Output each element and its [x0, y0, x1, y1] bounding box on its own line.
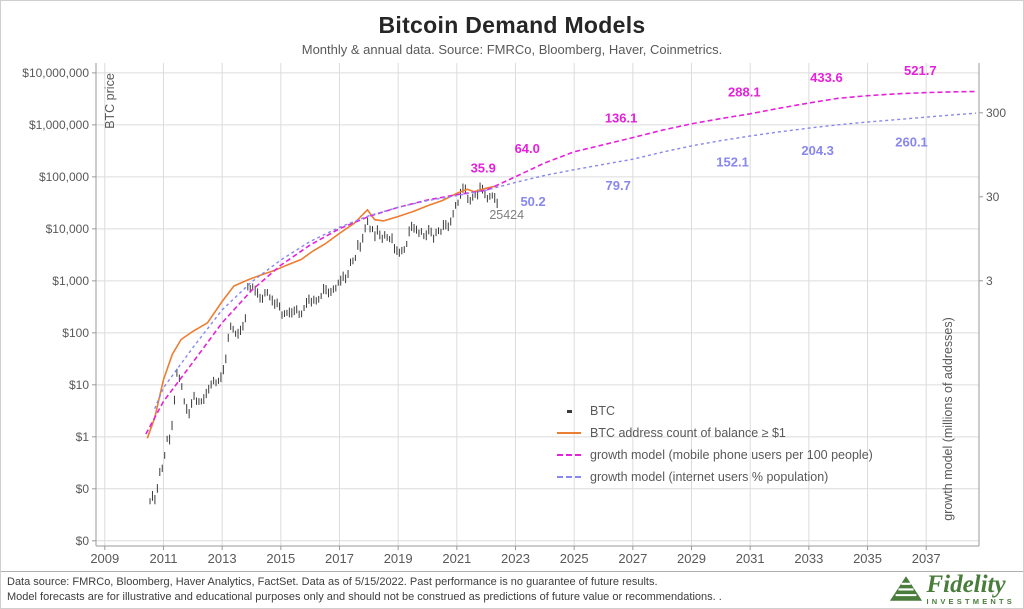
left-axis-tick-label: $0	[76, 534, 90, 548]
right-axis-title: growth model (millions of addresses)	[941, 317, 955, 521]
legend-item-btc: BTC	[557, 400, 873, 422]
fidelity-name: Fidelity	[926, 570, 1006, 598]
btc-price-annotation: 25424	[489, 208, 524, 222]
left-axis-tick-label: $10,000,000	[22, 66, 89, 80]
x-axis-tick-label: 2017	[325, 551, 354, 566]
model-value-label: 35.9	[471, 161, 496, 176]
internet-model-marker-icon	[557, 476, 581, 478]
left-axis-tick-label: $1	[76, 430, 90, 444]
right-axis-tick-label: 3	[986, 274, 993, 288]
right-axis-tick-label: 30	[986, 190, 1000, 204]
model-value-label: 136.1	[605, 110, 638, 125]
left-axis-tick-label: $1,000	[52, 274, 89, 288]
x-axis-tick-label: 2019	[384, 551, 413, 566]
legend-label-internet-model: growth model (internet users % populatio…	[590, 470, 829, 484]
x-axis-tick-label: 2013	[208, 551, 237, 566]
fidelity-pyramid-icon	[890, 575, 923, 601]
series-line	[154, 112, 977, 409]
model-value-label: 152.1	[716, 155, 749, 170]
x-axis-tick-label: 2027	[618, 551, 647, 566]
x-axis-tick-label: 2025	[560, 551, 589, 566]
x-axis-tick-label: 2037	[912, 551, 941, 566]
legend-label-btc: BTC	[590, 404, 615, 418]
x-axis-tick-label: 2031	[736, 551, 765, 566]
model-value-label: 433.6	[810, 70, 843, 85]
legend-label-mobile-model: growth model (mobile phone users per 100…	[590, 448, 873, 462]
x-axis-tick-label: 2033	[794, 551, 823, 566]
left-axis-tick-label: $10,000	[46, 222, 90, 236]
mobile-model-marker-icon	[557, 454, 581, 456]
left-axis-tick-label: $10	[69, 378, 89, 392]
fidelity-logo: Fidelity INVESTMENTS	[889, 572, 1015, 606]
right-axis-tick-label: 300	[986, 106, 1006, 120]
model-value-label: 260.1	[895, 134, 928, 149]
model-value-label: 204.3	[801, 143, 834, 158]
left-axis-title: BTC price	[103, 73, 117, 129]
model-value-label: 64.0	[515, 141, 540, 156]
x-axis-tick-label: 2009	[90, 551, 119, 566]
footer-disclaimer-line: Model forecasts are for illustrative and…	[7, 591, 722, 603]
x-axis-tick-label: 2021	[442, 551, 471, 566]
left-axis-tick-label: $1,000,000	[29, 118, 89, 132]
left-axis-tick-label: $0	[76, 482, 90, 496]
series-line	[146, 185, 498, 439]
legend-item-mobile-model: growth model (mobile phone users per 100…	[557, 444, 873, 466]
legend-label-address-count: BTC address count of balance ≥ $1	[590, 426, 786, 440]
model-value-label: 50.2	[520, 194, 545, 209]
chart-legend: BTC BTC address count of balance ≥ $1 gr…	[557, 400, 873, 488]
model-value-label: 288.1	[728, 85, 761, 100]
btc-series-marker-icon	[567, 409, 572, 413]
address-count-marker-icon	[557, 432, 581, 434]
legend-item-address-count: BTC address count of balance ≥ $1	[557, 422, 873, 444]
footer-source-line: Data source: FMRCo, Bloomberg, Haver Ana…	[7, 576, 658, 588]
fidelity-investments-label: INVESTMENTS	[926, 596, 1015, 606]
x-axis-tick-label: 2035	[853, 551, 882, 566]
fidelity-wordmark: Fidelity INVESTMENTS	[926, 572, 1015, 606]
legend-item-internet-model: growth model (internet users % populatio…	[557, 466, 873, 488]
x-axis-tick-label: 2023	[501, 551, 530, 566]
chart-subtitle: Monthly & annual data. Source: FMRCo, Bl…	[301, 42, 723, 57]
chart-title: Bitcoin Demand Models	[378, 12, 646, 38]
left-axis-tick-label: $100	[62, 326, 89, 340]
x-axis-tick-label: 2029	[677, 551, 706, 566]
x-axis-tick-label: 2015	[266, 551, 295, 566]
series-line	[145, 90, 977, 435]
left-axis-tick-label: $100,000	[39, 170, 89, 184]
model-value-label: 521.7	[904, 63, 937, 78]
model-value-label: 79.7	[606, 178, 631, 193]
x-axis-tick-label: 2011	[149, 551, 177, 566]
disclaimer-footer: Data source: FMRCo, Bloomberg, Haver Ana…	[1, 571, 1023, 608]
